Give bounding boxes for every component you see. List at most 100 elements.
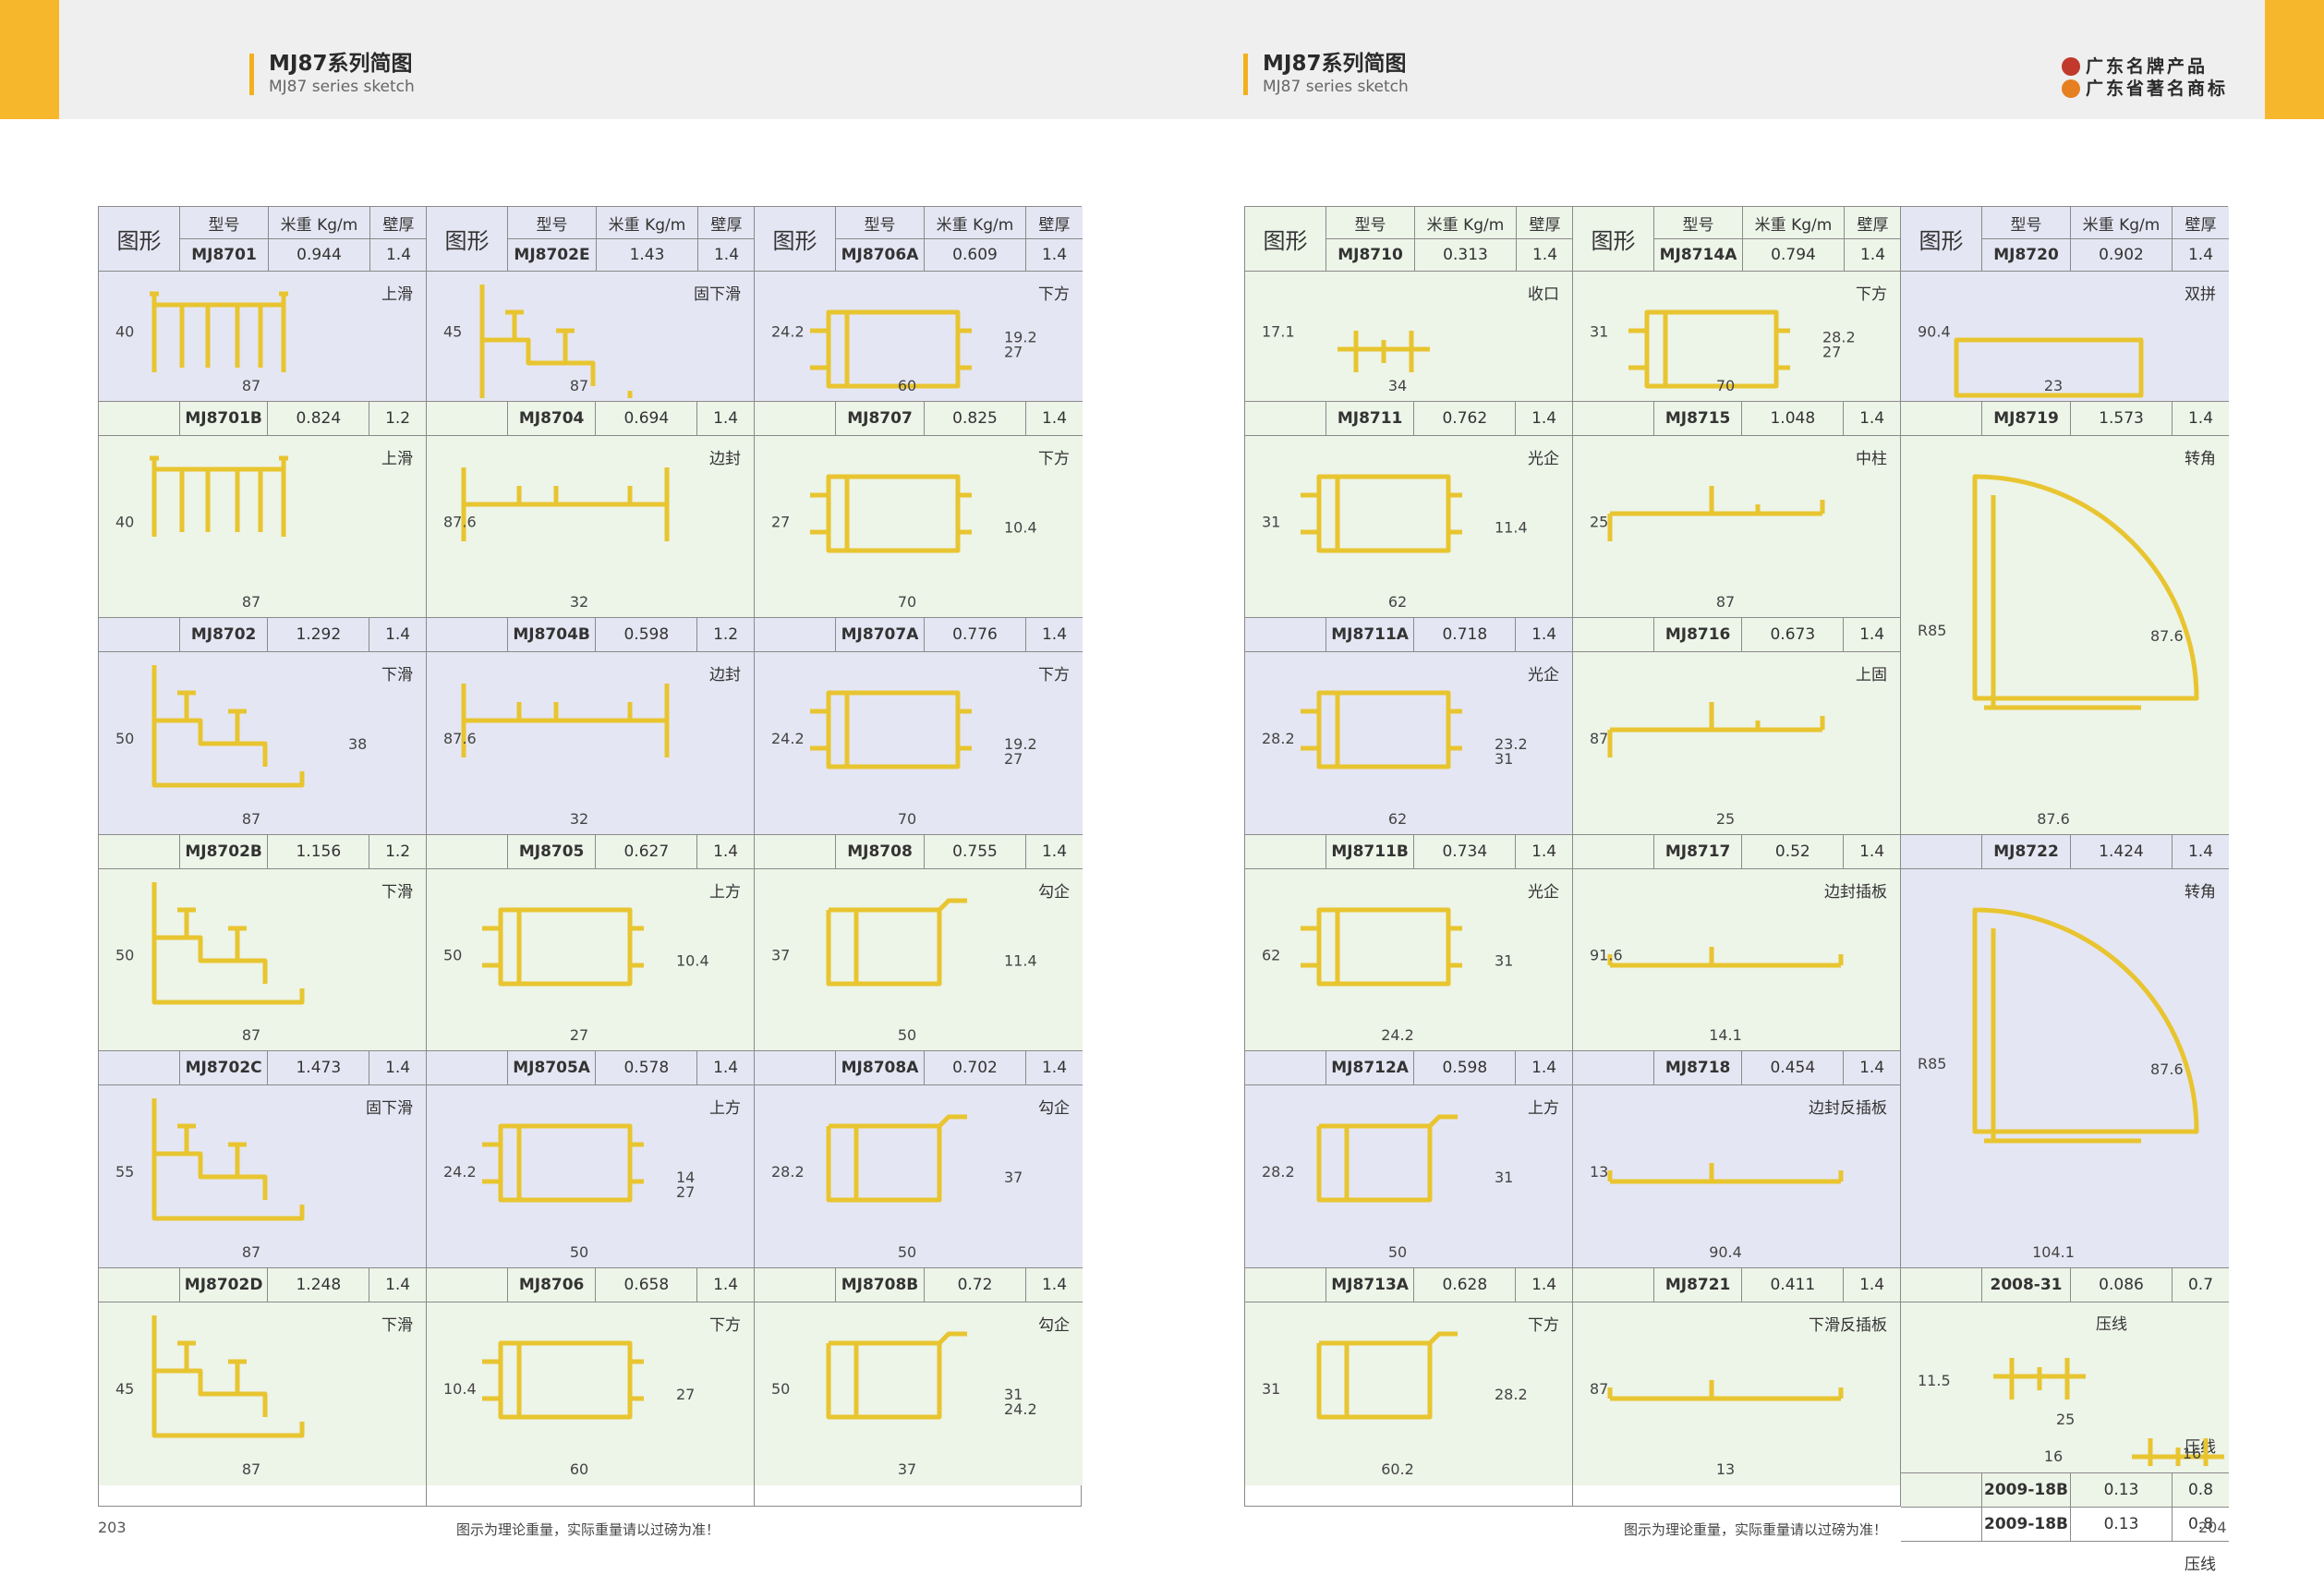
profile-cell: MJ8702B 1.156 1.2 下滑 50 87 bbox=[99, 835, 426, 1051]
blank-cell bbox=[99, 1051, 180, 1084]
profile-wall: 1.4 bbox=[1531, 1059, 1557, 1077]
profile-cell: MJ8708 0.755 1.4 勾企 37 11.4 50 bbox=[755, 835, 1083, 1051]
profile-weight: 0.825 bbox=[925, 402, 1026, 435]
dimension-label: 27 bbox=[676, 1386, 695, 1403]
profile-cell: 图形 型号 米重 Kg/m 壁厚 MJ8714A 0.794 1.4 下方 31 28.2 27 70 bbox=[1573, 207, 1901, 402]
profile-drawing: 24.2 19.227 70 bbox=[771, 690, 1037, 828]
profile-code: MJ8715 bbox=[1654, 402, 1743, 435]
profile-sketch bbox=[1972, 474, 2199, 710]
profile-cell: MJ8718 0.454 1.4 边封反插板 13 90.4 bbox=[1573, 1051, 1900, 1268]
profile-info-row: MJ8708A 0.702 1.4 bbox=[755, 1051, 1083, 1085]
profile-wall: 1.4 bbox=[385, 625, 411, 644]
profile-weight: 0.944 bbox=[269, 239, 370, 271]
profile-drawing: 50 87 bbox=[115, 882, 305, 1044]
profile-weight: 0.454 bbox=[1742, 1051, 1845, 1084]
profile-cell: 2008-31 0.086 0.7 压线 11.5 16 bbox=[1901, 1268, 2229, 1508]
profile-sketch bbox=[151, 665, 305, 788]
dimension-label: 50 bbox=[771, 1380, 790, 1398]
dimension-label: 14.1 bbox=[1709, 1026, 1742, 1044]
profile-cell: MJ8711 0.762 1.4 光企 31 11.4 62 bbox=[1245, 402, 1572, 618]
shape-header: 图形 bbox=[755, 207, 836, 271]
profile-cell: MJ8708B 0.72 1.4 勾企 50 31 24.2 37 bbox=[755, 1268, 1083, 1485]
profile-wall: 1.4 bbox=[385, 246, 412, 264]
profile-sketch bbox=[151, 882, 305, 1005]
profile-name: 下方 bbox=[1038, 666, 1070, 684]
table-column: 图形 型号 米重 Kg/m 壁厚 MJ8710 0.313 1.4 收口 17.1 34 MJ871… bbox=[1245, 207, 1573, 1506]
dimension-label: 70 bbox=[898, 593, 916, 611]
profile-wall: 1.4 bbox=[1859, 409, 1885, 428]
profile-wall: 1.4 bbox=[1041, 625, 1068, 644]
profile-wall: 1.4 bbox=[1859, 1059, 1885, 1077]
profile-cell: 图形 型号 米重 Kg/m 壁厚 MJ8710 0.313 1.4 收口 17.1 34 bbox=[1245, 207, 1573, 402]
model-header: 型号 bbox=[1326, 207, 1415, 238]
profile-cell: 图形 型号 米重 Kg/m 壁厚 MJ8702E 1.43 1.4 固下滑 45 87 bbox=[427, 207, 755, 402]
profile-wall: 1.4 bbox=[713, 246, 740, 264]
dimension-label: 31 bbox=[1590, 323, 1608, 341]
dimension-label: 24.2 bbox=[771, 323, 805, 341]
dimension-label: 87 bbox=[242, 1243, 260, 1261]
profile-drawing: 25 16 bbox=[2056, 1411, 2224, 1466]
dimension-label: 87 bbox=[1590, 1380, 1608, 1398]
profile-sketch bbox=[1972, 907, 2199, 1144]
profile-code: MJ8716 bbox=[1654, 618, 1743, 651]
blank-cell bbox=[427, 835, 508, 868]
profile-drawing: 40 87 bbox=[115, 291, 288, 394]
dimension-label: 32 bbox=[570, 810, 588, 828]
model-header: 型号 bbox=[1654, 207, 1743, 238]
blank-cell bbox=[755, 618, 836, 651]
profile-info-row: MJ8705 0.627 1.4 bbox=[427, 835, 754, 869]
profile-name: 下方 bbox=[1038, 450, 1070, 468]
profile-drawing: 50 10.4 27 bbox=[443, 907, 709, 1044]
blank-cell bbox=[1573, 1268, 1654, 1302]
profile-cell: MJ8702C 1.473 1.4 固下滑 55 87 bbox=[99, 1051, 426, 1268]
profile-name: 上方 bbox=[709, 1099, 741, 1118]
profile-code: MJ8704B bbox=[508, 618, 597, 651]
profile-sketch bbox=[461, 684, 670, 757]
profile-wall: 1.4 bbox=[1859, 842, 1885, 861]
blank-cell bbox=[427, 1268, 508, 1302]
profile-code: MJ8701 bbox=[180, 239, 269, 271]
profile-code: MJ8720 bbox=[1982, 239, 2071, 271]
profile-code: MJ8714A bbox=[1654, 239, 1743, 271]
table-header: 图形 型号 米重 Kg/m 壁厚 MJ8702E 1.43 1.4 bbox=[427, 207, 755, 272]
profile-cell: MJ8708A 0.702 1.4 勾企 28.2 37 50 bbox=[755, 1051, 1083, 1268]
profile-weight: 1.292 bbox=[268, 618, 370, 651]
profile-sketch bbox=[1338, 331, 1430, 372]
profile-weight: 0.673 bbox=[1742, 618, 1845, 651]
profile-cell: MJ8704 0.694 1.4 边封 87.6 32 bbox=[427, 402, 754, 618]
profile-wall: 1.4 bbox=[713, 1276, 739, 1294]
profile-sketch bbox=[1607, 1163, 1844, 1184]
dimension-label: 62 bbox=[1262, 947, 1280, 964]
profile-weight: 0.627 bbox=[596, 835, 698, 868]
profile-sketch bbox=[1993, 1358, 2086, 1399]
profile-drawing: 11.5 16 bbox=[1918, 1358, 2086, 1465]
profile-weight: 0.13 bbox=[2071, 1508, 2173, 1541]
profile-name: 勾企 bbox=[1038, 1316, 1070, 1335]
profile-info-row: 2009-18B 0.13 0.8 bbox=[1901, 1472, 2229, 1507]
model-header: 型号 bbox=[180, 207, 269, 238]
profile-cell: MJ8715 1.048 1.4 中柱 25 87 bbox=[1573, 402, 1900, 618]
brand-badges: 广东名牌产品 广东省著名商标 bbox=[2061, 55, 2228, 100]
wall-header: 壁厚 bbox=[1038, 215, 1071, 235]
profile-weight: 1.156 bbox=[268, 835, 370, 868]
profile-weight: 0.578 bbox=[596, 1051, 698, 1084]
profile-weight: 0.824 bbox=[268, 402, 370, 435]
dimension-label: 27 bbox=[1004, 344, 1023, 361]
profile-drawing: 45 87 bbox=[443, 285, 633, 398]
wall-header: 壁厚 bbox=[1529, 215, 1561, 235]
dimension-label: 87.6 bbox=[2150, 1060, 2184, 1078]
dimension-label: 17.1 bbox=[1262, 323, 1295, 341]
profile-info-row: MJ8714A 0.794 1.4 bbox=[1654, 239, 1901, 271]
model-header: 型号 bbox=[836, 207, 925, 238]
profile-code: MJ8706 bbox=[508, 1268, 597, 1302]
dimension-label: 50 bbox=[115, 730, 134, 747]
profile-cell: MJ8707 0.825 1.4 下方 27 10.4 70 bbox=[755, 402, 1083, 618]
brand-text-2: 广东省著名商标 bbox=[2085, 79, 2228, 99]
profile-sketch bbox=[810, 690, 972, 769]
profile-weight: 1.43 bbox=[597, 239, 698, 271]
profile-weight: 1.573 bbox=[2071, 402, 2173, 435]
dimension-label: 24.2 bbox=[771, 730, 805, 747]
profile-code: MJ8705 bbox=[508, 835, 597, 868]
profile-wall: 1.4 bbox=[1531, 1276, 1557, 1294]
blank-cell bbox=[427, 1051, 508, 1084]
